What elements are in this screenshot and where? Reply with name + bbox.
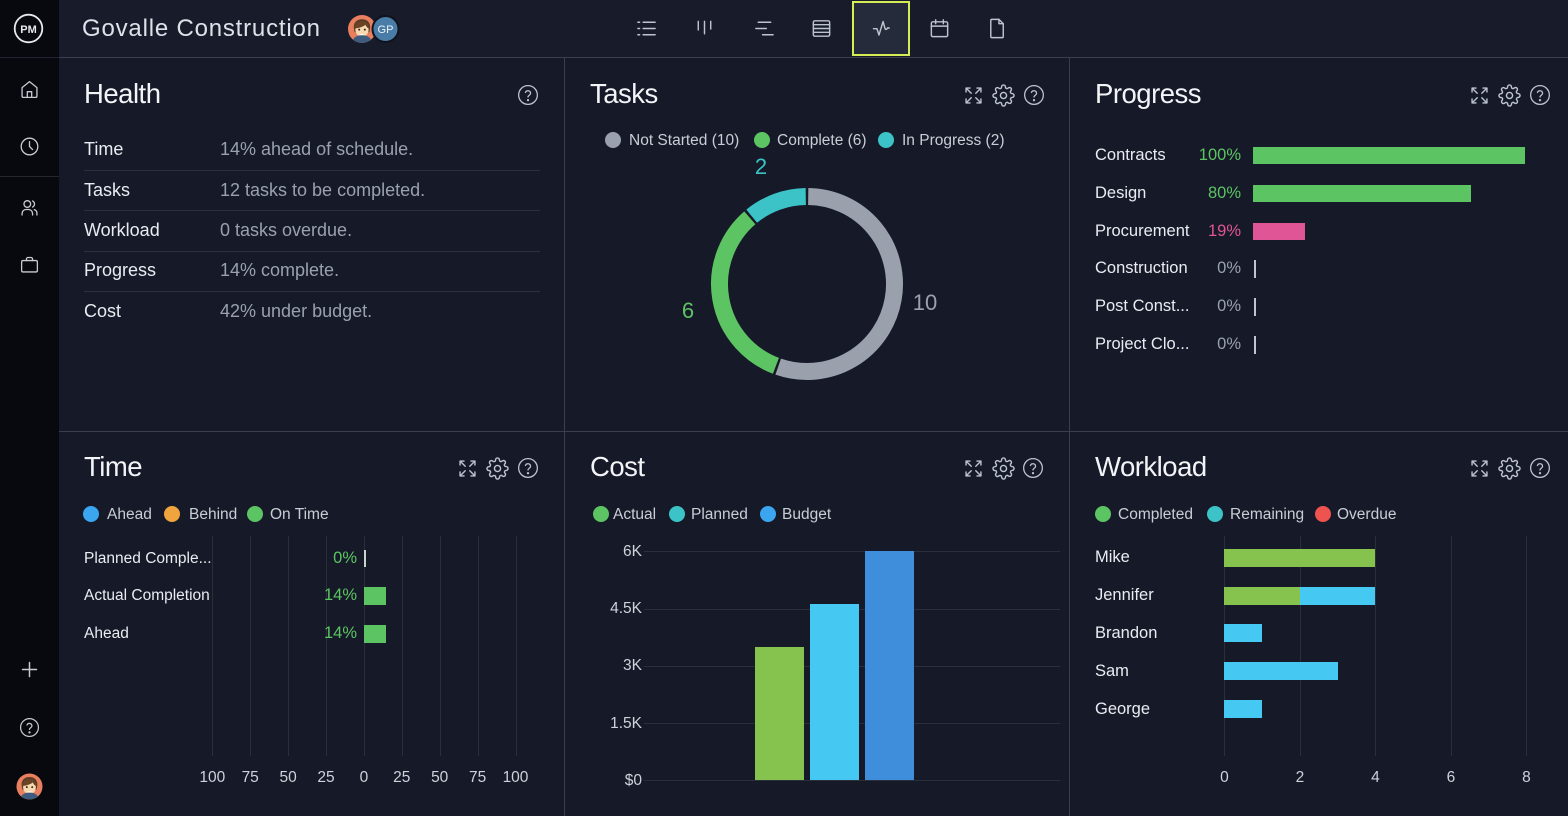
svg-text:PM: PM bbox=[20, 24, 37, 36]
svg-text:GP: GP bbox=[378, 24, 394, 36]
